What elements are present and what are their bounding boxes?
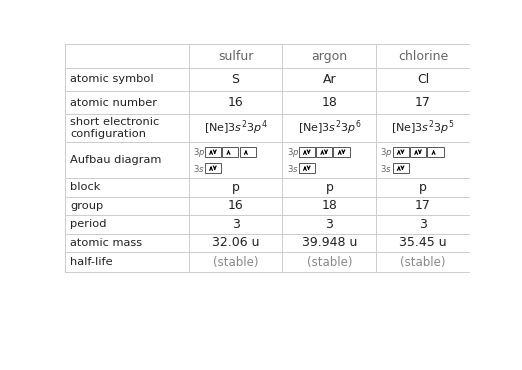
Text: chlorine: chlorine <box>398 50 448 63</box>
Text: 16: 16 <box>228 96 243 109</box>
Text: 39.948 u: 39.948 u <box>302 236 357 249</box>
Text: short electronic
configuration: short electronic configuration <box>70 117 159 139</box>
Text: 18: 18 <box>322 96 337 109</box>
FancyBboxPatch shape <box>393 164 409 173</box>
Text: 3$p$: 3$p$ <box>193 146 205 159</box>
FancyBboxPatch shape <box>316 147 333 157</box>
Text: p: p <box>326 181 334 194</box>
FancyBboxPatch shape <box>222 147 239 157</box>
FancyBboxPatch shape <box>393 147 409 157</box>
FancyBboxPatch shape <box>240 147 256 157</box>
Text: 17: 17 <box>415 199 431 212</box>
FancyBboxPatch shape <box>428 147 444 157</box>
Text: (stable): (stable) <box>306 256 352 269</box>
FancyBboxPatch shape <box>299 164 315 173</box>
Text: [Ne]3$s^2$3$p^6$: [Ne]3$s^2$3$p^6$ <box>298 119 361 137</box>
FancyBboxPatch shape <box>299 147 315 157</box>
Text: 17: 17 <box>415 96 431 109</box>
Text: 3$s$: 3$s$ <box>287 163 299 174</box>
Text: p: p <box>419 181 427 194</box>
Text: Cl: Cl <box>417 73 429 86</box>
Text: 18: 18 <box>322 199 337 212</box>
Text: 3$p$: 3$p$ <box>381 146 393 159</box>
Text: 35.45 u: 35.45 u <box>399 236 447 249</box>
Text: p: p <box>232 181 240 194</box>
Text: period: period <box>70 219 106 229</box>
Text: atomic mass: atomic mass <box>70 238 142 248</box>
Text: atomic number: atomic number <box>70 98 157 108</box>
Text: 16: 16 <box>228 199 243 212</box>
Text: 3: 3 <box>326 218 334 231</box>
Text: 3: 3 <box>232 218 240 231</box>
Text: Aufbau diagram: Aufbau diagram <box>70 155 161 165</box>
Text: argon: argon <box>311 50 348 63</box>
Text: half-life: half-life <box>70 257 113 267</box>
FancyBboxPatch shape <box>205 147 221 157</box>
Text: 3$s$: 3$s$ <box>381 163 392 174</box>
Text: Ar: Ar <box>323 73 336 86</box>
Text: (stable): (stable) <box>213 256 258 269</box>
Text: sulfur: sulfur <box>218 50 253 63</box>
Text: atomic symbol: atomic symbol <box>70 74 154 84</box>
FancyBboxPatch shape <box>205 164 221 173</box>
Text: [Ne]3$s^2$3$p^4$: [Ne]3$s^2$3$p^4$ <box>204 119 267 137</box>
Text: 3$p$: 3$p$ <box>287 146 299 159</box>
Text: S: S <box>232 73 240 86</box>
FancyBboxPatch shape <box>334 147 350 157</box>
Text: 3: 3 <box>419 218 427 231</box>
Text: 32.06 u: 32.06 u <box>212 236 259 249</box>
Text: (stable): (stable) <box>400 256 446 269</box>
FancyBboxPatch shape <box>410 147 426 157</box>
Text: block: block <box>70 182 100 192</box>
Text: [Ne]3$s^2$3$p^5$: [Ne]3$s^2$3$p^5$ <box>392 119 455 137</box>
Text: group: group <box>70 201 103 211</box>
Text: 3$s$: 3$s$ <box>193 163 205 174</box>
